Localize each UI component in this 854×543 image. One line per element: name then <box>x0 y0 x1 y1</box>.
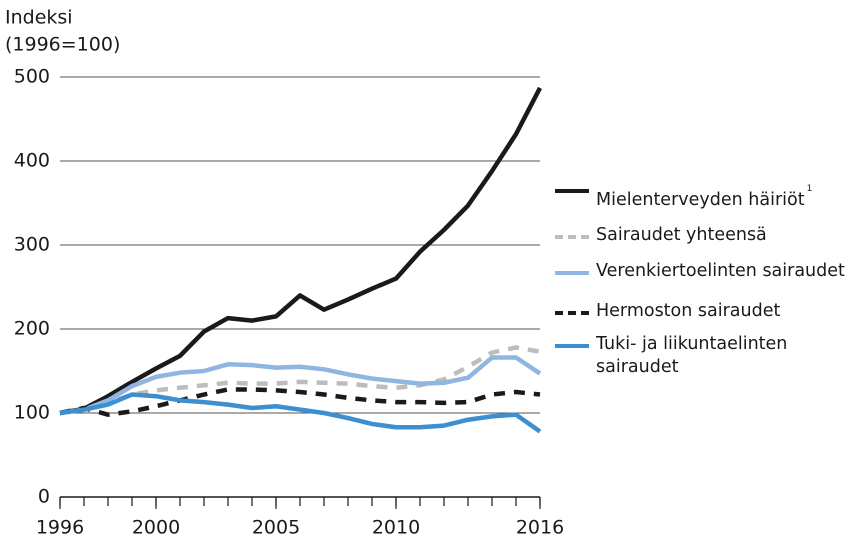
legend-item: Sairaudet yhteensä <box>555 224 767 247</box>
y-tick-label: 500 <box>14 66 50 88</box>
y-tick-label: 100 <box>14 402 50 424</box>
data-line <box>59 86 542 416</box>
footnote-mark: 1 <box>806 184 813 194</box>
y-tick-label: 300 <box>14 234 50 256</box>
legend-item: Tuki- ja liikuntaelinten sairaudet <box>555 333 854 379</box>
x-tick-label: 2005 <box>252 517 300 539</box>
y-axis-label: Indeksi <box>5 7 73 29</box>
y-tick-label: 400 <box>14 150 50 172</box>
legend-text: Sairaudet yhteensä <box>596 224 767 247</box>
legend-swatch <box>555 344 589 348</box>
x-tick-label: 2000 <box>132 517 180 539</box>
data-line <box>59 387 541 417</box>
legend-item: Verenkiertoelinten sairaudet <box>555 260 845 283</box>
data-line <box>59 392 542 434</box>
y-tick-label: 200 <box>14 318 50 340</box>
x-tick-label: 2016 <box>516 517 564 539</box>
legend-text: Verenkiertoelinten sairaudet <box>596 260 845 283</box>
legend-swatch <box>555 271 589 275</box>
legend-text: Hermoston sairaudet <box>596 300 780 323</box>
data-line <box>59 355 542 416</box>
y-tick-label: 0 <box>38 486 50 508</box>
legend-swatch <box>555 235 589 239</box>
legend-label: Verenkiertoelinten sairaudet <box>596 261 845 281</box>
legend-item: Mielenterveyden häiriöt1 <box>555 178 812 212</box>
x-tick-label: 1996 <box>36 517 84 539</box>
y-axis-label: (1996=100) <box>5 34 120 56</box>
legend-swatch <box>555 189 589 193</box>
legend-swatch <box>555 311 589 315</box>
legend-label: Mielenterveyden häiriöt <box>596 190 805 210</box>
legend-text: Mielenterveyden häiriöt1 <box>596 178 812 212</box>
legend-label: Hermoston sairaudet <box>596 301 781 321</box>
legend-item: Hermoston sairaudet <box>555 300 780 323</box>
legend-label: Tuki- ja liikuntaelinten sairaudet <box>596 334 788 377</box>
legend-text: Tuki- ja liikuntaelinten sairaudet <box>596 333 854 379</box>
legend-label: Sairaudet yhteensä <box>596 225 767 245</box>
x-tick-label: 2010 <box>372 517 420 539</box>
